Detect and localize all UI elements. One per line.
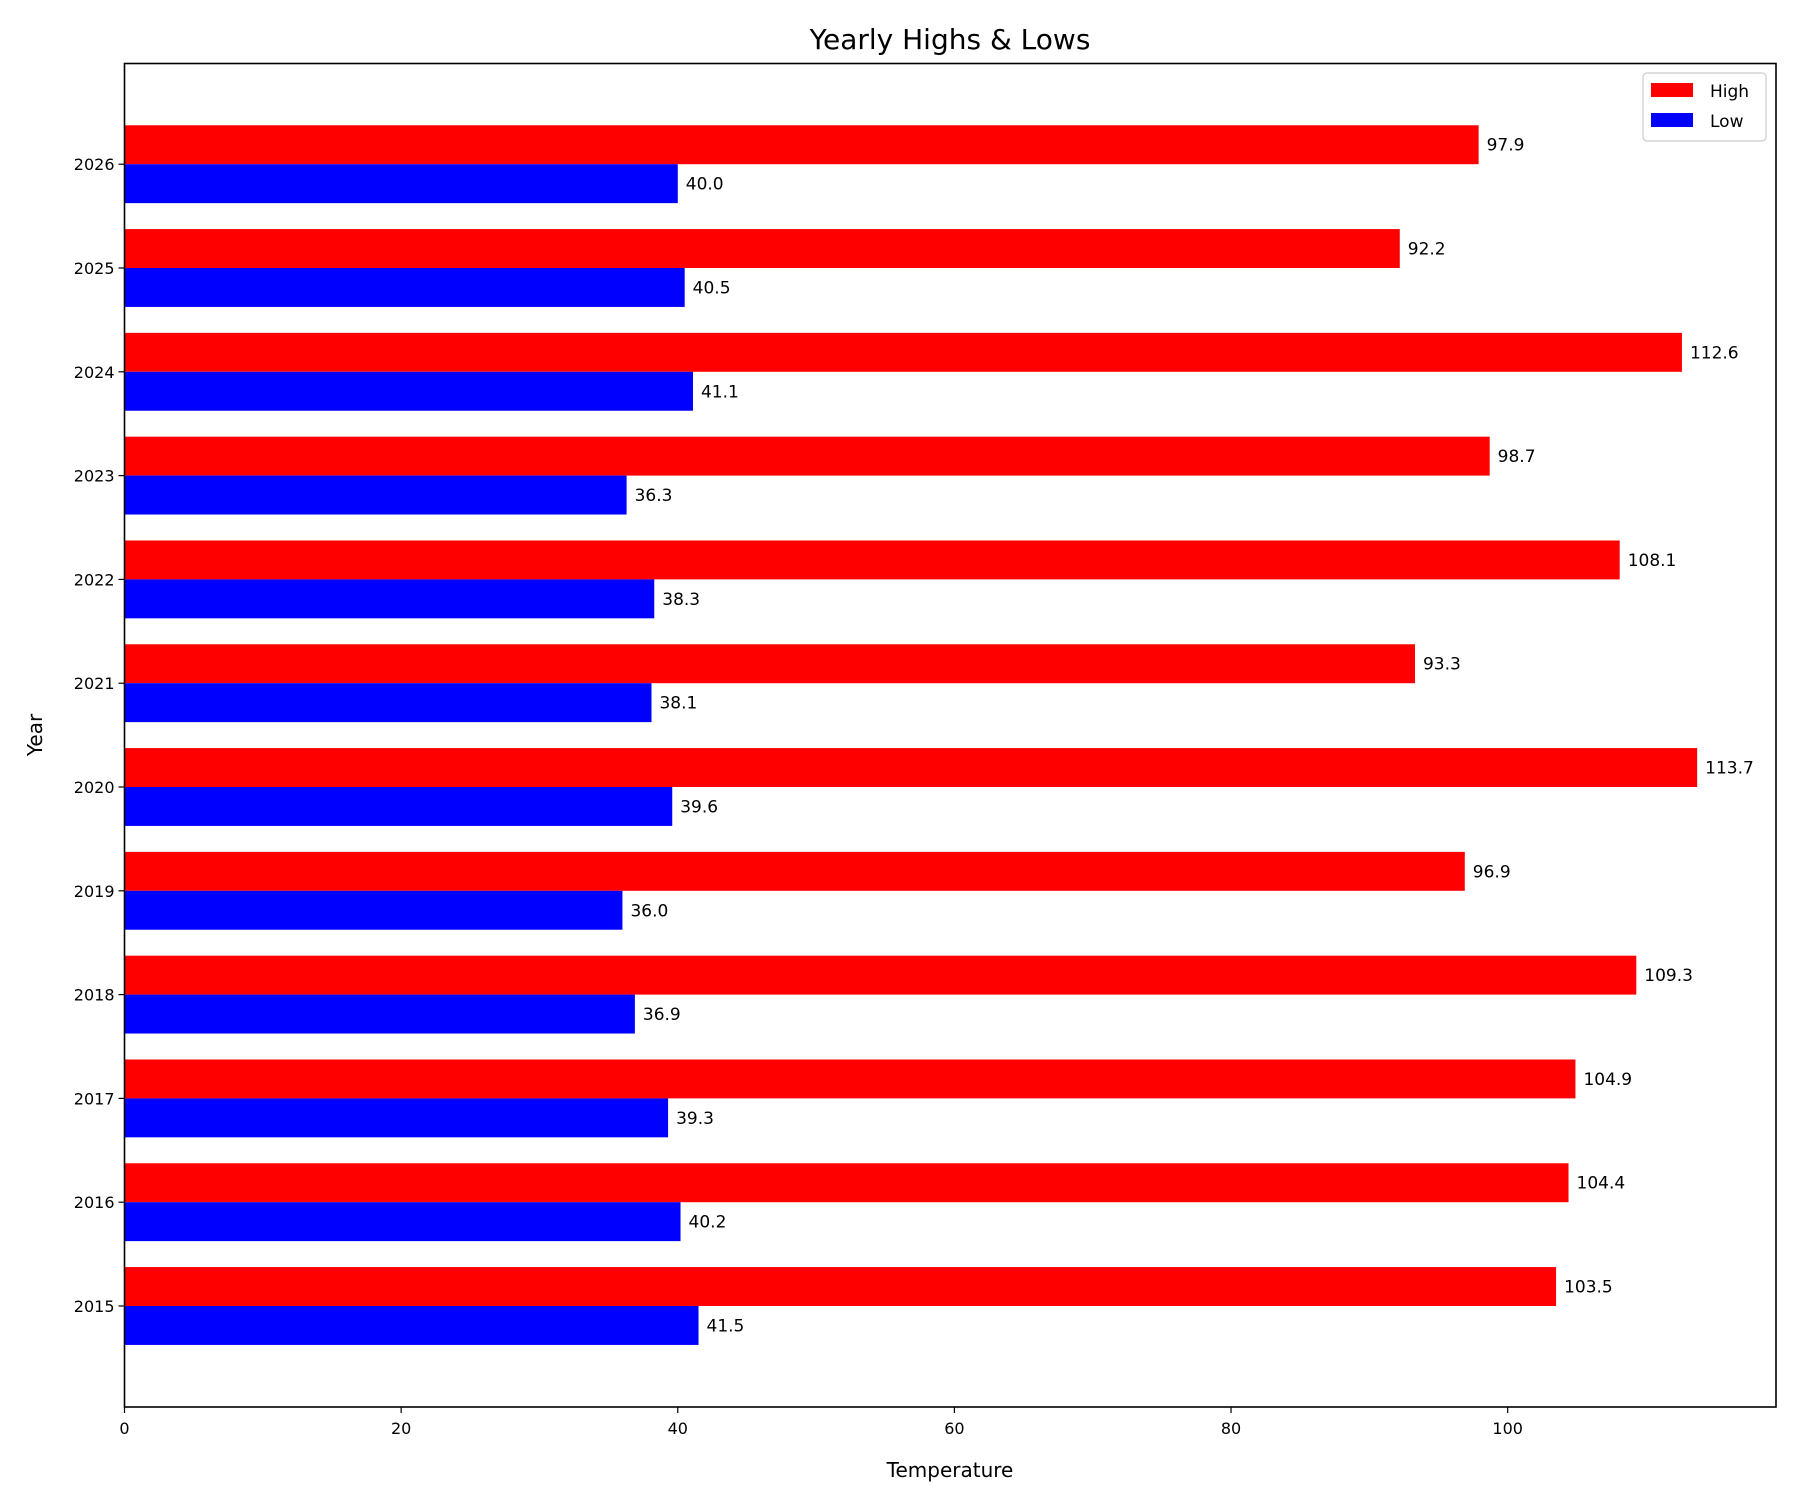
- data-label-low-2022: 38.3: [662, 590, 700, 610]
- bar-high-2019: [124, 851, 1465, 891]
- bar-high-2020: [124, 748, 1698, 787]
- legend-swatch-high: [1651, 83, 1693, 97]
- data-label-low-2020: 39.6: [680, 797, 718, 817]
- bar-high-2025: [124, 229, 1400, 268]
- bar-high-2021: [124, 644, 1415, 684]
- bar-low-2023: [124, 475, 627, 515]
- data-label-high-2021: 93.3: [1423, 655, 1461, 675]
- bar-low-2018: [124, 994, 635, 1034]
- x-tick-label-80: 80: [1221, 1419, 1241, 1438]
- plot-frame: [123, 62, 1777, 1408]
- bar-high-2023: [124, 436, 1490, 476]
- bar-high-2016: [124, 1163, 1569, 1203]
- data-label-low-2016: 40.2: [689, 1213, 727, 1233]
- y-tick-label-2015: 2015: [74, 1297, 115, 1316]
- data-label-low-2015: 41.5: [707, 1316, 745, 1336]
- bar-low-2020: [124, 787, 673, 826]
- data-label-high-2024: 112.6: [1690, 343, 1739, 363]
- chart-title: Yearly Highs & Lows: [809, 23, 1091, 56]
- bar-low-2016: [124, 1202, 681, 1242]
- y-tick-label-2020: 2020: [74, 778, 115, 797]
- bar-low-2021: [124, 683, 652, 723]
- data-label-high-2026: 97.9: [1487, 136, 1525, 156]
- data-label-high-2018: 109.3: [1644, 966, 1693, 986]
- data-label-high-2022: 108.1: [1628, 551, 1677, 571]
- x-tick-label-20: 20: [391, 1419, 411, 1438]
- x-tick-label-100: 100: [1492, 1419, 1523, 1438]
- y-tick-label-2019: 2019: [74, 882, 115, 901]
- bar-low-2024: [124, 371, 693, 411]
- data-label-low-2019: 36.0: [630, 901, 668, 921]
- bar-high-2026: [124, 125, 1479, 165]
- data-label-high-2025: 92.2: [1408, 240, 1446, 260]
- bar-high-2024: [124, 332, 1682, 372]
- data-label-high-2016: 104.4: [1577, 1174, 1626, 1194]
- data-label-low-2025: 40.5: [693, 278, 731, 298]
- x-tick-label-40: 40: [668, 1419, 688, 1438]
- y-tick-label-2023: 2023: [74, 467, 115, 486]
- x-tick-label-0: 0: [119, 1419, 129, 1438]
- data-label-high-2017: 104.9: [1583, 1070, 1632, 1090]
- legend-label-low: Low: [1710, 112, 1744, 132]
- bar-high-2022: [124, 540, 1620, 580]
- bar-high-2015: [124, 1267, 1557, 1306]
- y-tick-label-2022: 2022: [74, 570, 115, 589]
- bar-low-2022: [124, 579, 655, 619]
- legend-swatch-low: [1651, 113, 1693, 127]
- y-tick-label-2017: 2017: [74, 1089, 115, 1108]
- bar-low-2025: [124, 268, 685, 307]
- data-label-low-2018: 36.9: [643, 1005, 681, 1025]
- y-tick-label-2016: 2016: [74, 1193, 115, 1212]
- x-axis-label: Temperature: [886, 1458, 1014, 1482]
- data-label-low-2024: 41.1: [701, 382, 739, 402]
- bar-low-2017: [124, 1098, 669, 1138]
- y-tick-label-2021: 2021: [74, 674, 115, 693]
- bar-low-2015: [124, 1306, 699, 1345]
- data-label-high-2023: 98.7: [1498, 447, 1536, 467]
- bar-high-2018: [124, 955, 1637, 995]
- bar-low-2019: [124, 890, 623, 930]
- y-tick-label-2024: 2024: [74, 363, 115, 382]
- y-tick-label-2026: 2026: [74, 155, 115, 174]
- bar-high-2017: [124, 1059, 1576, 1099]
- data-label-low-2026: 40.0: [686, 175, 724, 195]
- y-tick-label-2025: 2025: [74, 259, 115, 278]
- data-label-low-2021: 38.1: [659, 694, 697, 714]
- data-label-low-2017: 39.3: [676, 1109, 714, 1129]
- x-tick-label-60: 60: [944, 1419, 964, 1438]
- y-tick-label-2018: 2018: [74, 986, 115, 1005]
- bar-low-2026: [124, 164, 678, 204]
- legend: High Low: [1642, 72, 1767, 142]
- data-label-high-2015: 103.5: [1564, 1278, 1613, 1298]
- y-axis-label: Year: [23, 713, 47, 757]
- data-label-high-2019: 96.9: [1473, 862, 1511, 882]
- data-label-high-2020: 113.7: [1705, 759, 1754, 779]
- legend-label-high: High: [1710, 82, 1749, 102]
- data-label-low-2023: 36.3: [635, 486, 673, 506]
